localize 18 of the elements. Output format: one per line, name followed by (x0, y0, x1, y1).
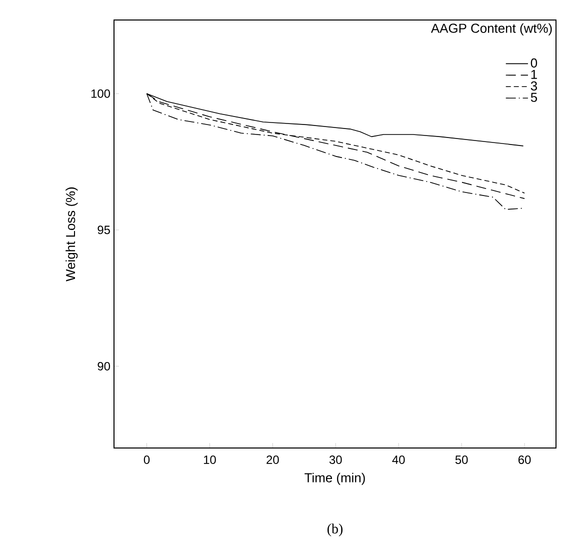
x-axis-title: Time (min) (304, 472, 365, 485)
x-tick-label: 10 (204, 456, 216, 464)
y-tick-label: 100 (91, 89, 110, 98)
legend-label: 3 (530, 81, 538, 91)
legend-label: 1 (531, 70, 537, 79)
y-tick-label: 90 (98, 362, 110, 370)
x-tick-label: 30 (329, 456, 342, 464)
x-tick-label: 0 (144, 456, 150, 464)
x-tick-label: 60 (518, 456, 531, 464)
legend-label: 0 (530, 58, 538, 68)
y-axis-title: Weight Loss (%) (66, 187, 78, 282)
x-tick-label: 20 (266, 456, 279, 464)
x-tick-label: 50 (455, 456, 468, 464)
text: (b) (327, 524, 343, 536)
legend-title: AAGP Content (wt%) (430, 23, 552, 36)
x-tick-label: 40 (392, 456, 405, 464)
legend-label: 5 (530, 92, 538, 102)
y-tick-label: 95 (98, 226, 110, 234)
